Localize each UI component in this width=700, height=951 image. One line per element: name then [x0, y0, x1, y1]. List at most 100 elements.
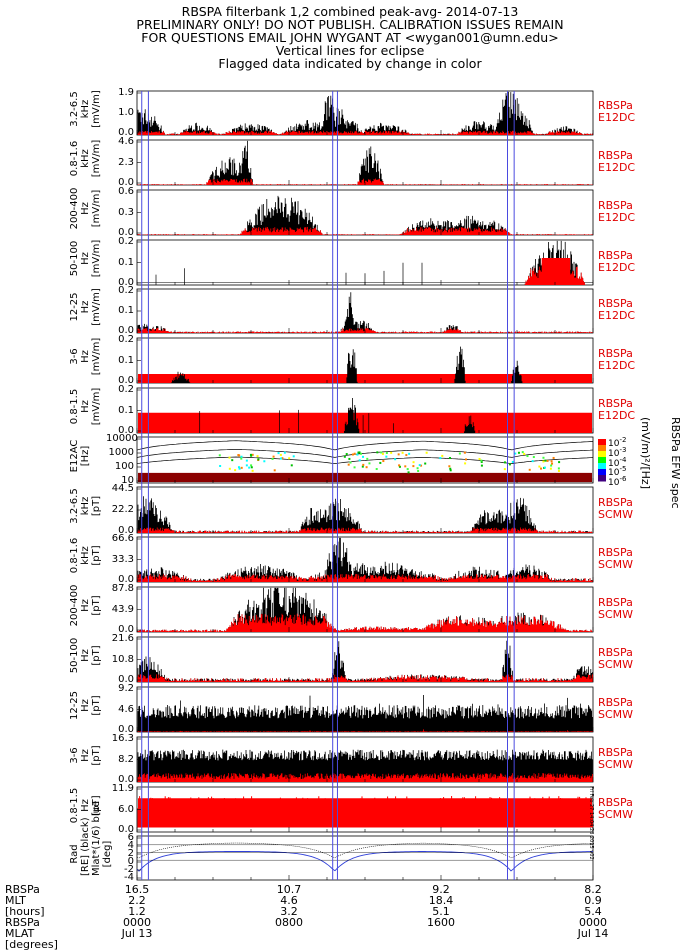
spec-pixel [250, 464, 253, 467]
title-line-1: RBSPA filterbank 1,2 combined peak-avg- … [181, 4, 519, 19]
spec-pixel [480, 459, 483, 462]
spec-pixel [531, 460, 534, 463]
y-axis-label: [mV/m] [91, 288, 102, 326]
spec-pixel [551, 462, 554, 465]
y-tick-label: 10000 [106, 433, 138, 444]
y-tick-label: 0.2 [118, 384, 134, 395]
instrument-label: RBSPa [598, 545, 633, 559]
x-axis-value: 3.2 [280, 905, 298, 918]
spec-pixel [288, 457, 291, 460]
y-axis-label: 3.2-6.5 [69, 91, 80, 127]
y-tick-label: 0.2 [118, 236, 134, 247]
spec-pixel [343, 455, 346, 458]
y-tick-label: 0.0 [118, 574, 134, 585]
instrument-sublabel: SCMW [598, 657, 634, 671]
instrument-label: RBSPa [598, 645, 633, 659]
x-row-label: MLT [5, 894, 26, 907]
x-axis-value: 0800 [275, 916, 303, 929]
spec-pixel [249, 453, 252, 456]
colorbar-unit-label: (mV/m)²/[Hz] [639, 417, 652, 489]
spec-pixel [441, 454, 444, 457]
spec-pixel [538, 465, 541, 468]
spec-pixel [366, 457, 369, 460]
spec-curve-0 [136, 440, 594, 451]
spec-pixel [542, 456, 545, 459]
spec-pixel [503, 468, 506, 471]
y-tick-label: 0.1 [118, 354, 134, 366]
y-axis-label: 50-100 [69, 637, 80, 674]
spec-pixel [418, 464, 421, 467]
spec-pixel [345, 453, 348, 456]
spec-instrument-label: RBSPa EFW spec [669, 417, 682, 509]
x-axis-value: 16.5 [124, 883, 150, 896]
spec-pixel [379, 461, 382, 464]
x-axis-value: Jul 14 [577, 927, 609, 940]
spec-pixel [458, 452, 461, 455]
y-axis-label: 0.8-1.6 [69, 140, 80, 177]
y-tick-label: 87.8 [111, 583, 134, 594]
y-tick-label: -2 [124, 864, 134, 875]
y-axis-label: 12-25 [69, 292, 80, 322]
y-tick-label: 44.5 [111, 483, 134, 494]
x-axis-value: Jul 13 [121, 927, 153, 940]
spec-pixel [508, 463, 511, 466]
y-axis-label: Rad [69, 844, 80, 864]
x-axis-value: 2.2 [128, 894, 146, 907]
x-row-label: [degrees] [5, 938, 58, 951]
y-tick-label: 6.0 [118, 803, 134, 815]
spec-pixel [251, 453, 254, 456]
spec-pixel [237, 466, 240, 469]
spec-pixel [528, 468, 531, 471]
instrument-label: RBSPa [598, 148, 633, 162]
instrument-label: RBSPa [598, 795, 633, 809]
spec-pixel [449, 469, 452, 472]
spec-pixel [464, 458, 467, 461]
spec-pixel [404, 465, 407, 468]
spec-pixel [251, 469, 254, 472]
spec-pixel [257, 458, 260, 461]
spec-curve-2 [136, 456, 594, 465]
spec-pixel [228, 467, 231, 470]
y-axis-label: [mV/m] [91, 337, 102, 376]
colorbar-segment [598, 445, 606, 452]
y-tick-label: 0.2 [118, 334, 134, 345]
spec-pixel [401, 451, 404, 454]
y-tick-label: 6 [127, 832, 134, 843]
instrument-label: RBSPa [598, 496, 633, 510]
y-tick-label: 0.0 [118, 325, 134, 336]
y-tick-label: 0.1 [118, 404, 134, 416]
colorbar-segment [598, 475, 606, 482]
spec-pixel [412, 461, 415, 464]
instrument-label: RBSPa [598, 595, 633, 609]
spec-pixel [398, 464, 401, 467]
spec-pixel [228, 456, 231, 459]
spec-pixel [394, 458, 397, 461]
y-tick-label: 0.0 [118, 674, 134, 685]
flag-band [138, 374, 592, 383]
colorbar-tick-label: 10-2 [608, 436, 627, 449]
spec-pixel [382, 460, 385, 463]
y-axis-label: Hz [80, 749, 91, 762]
spec-pixel [523, 452, 526, 455]
instrument-label: RBSPa [598, 99, 633, 113]
y-axis-label: 200-400 [69, 584, 80, 627]
y-axis-label: 3-6 [69, 348, 80, 365]
spec-pixel [557, 467, 560, 470]
y-tick-label: 21.6 [111, 633, 134, 644]
y-tick-label: 1000 [108, 447, 134, 458]
y-axis-label: 12-25 [69, 690, 80, 721]
y-tick-label: 0.0 [118, 525, 134, 536]
spec-pixel [417, 469, 420, 472]
instrument-sublabel: E12DC [598, 309, 636, 323]
y-tick-label: 16.3 [111, 733, 134, 744]
spec-pixel [248, 466, 251, 469]
spec-pixel [424, 462, 427, 465]
y-tick-label: 0.0 [118, 277, 134, 288]
spec-pixel [463, 451, 466, 454]
spec-pixel [362, 455, 365, 458]
spec-pixel [238, 467, 241, 470]
y-tick-label: 0.1 [118, 305, 134, 316]
title-line-3: FOR QUESTIONS EMAIL JOHN WYGANT AT <wyga… [141, 30, 559, 45]
spec-pixel [546, 459, 549, 462]
spec-pixel [464, 462, 467, 465]
